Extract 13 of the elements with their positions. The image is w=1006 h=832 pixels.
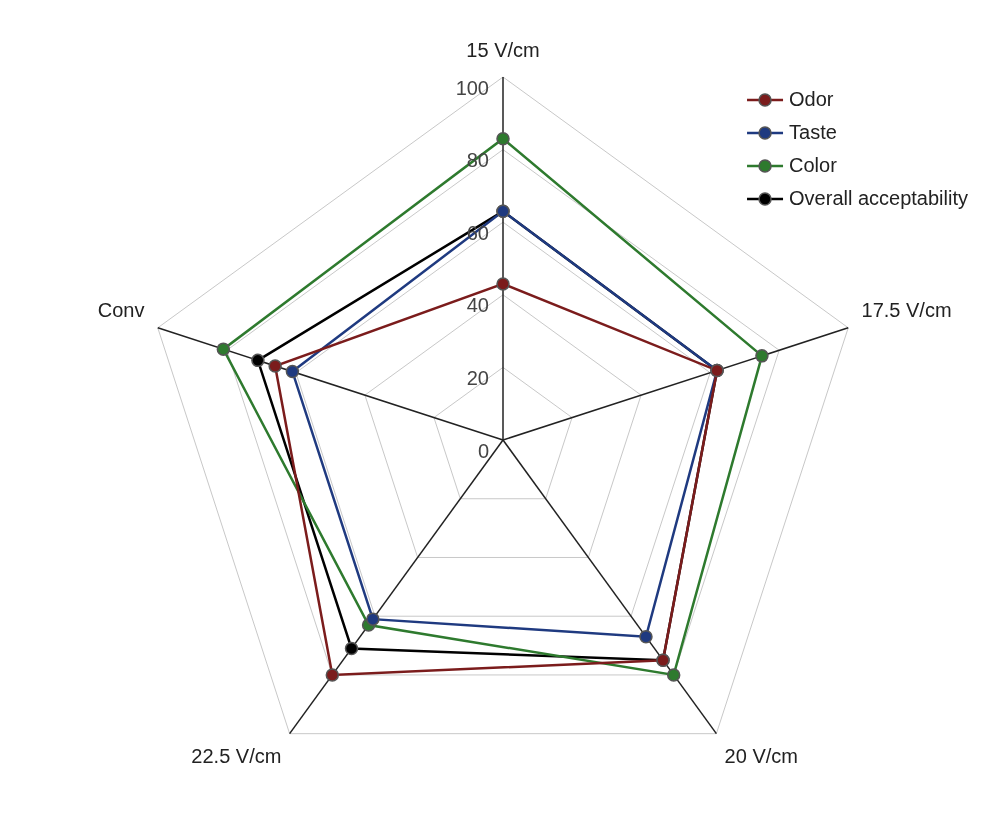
y-tick-label: 20 <box>466 366 489 389</box>
spoke-label: Conv <box>97 299 145 322</box>
spoke-label: 17.5 V/cm <box>861 299 952 322</box>
y-tick-label: 40 <box>466 294 489 317</box>
legend-label: Color <box>789 153 838 176</box>
legend-label: Odor <box>789 87 834 110</box>
y-tick-label: 0 <box>477 439 489 462</box>
spoke-label: 15 V/cm <box>466 38 540 61</box>
legend-label: Overall acceptability <box>789 186 968 209</box>
spoke-label: 20 V/cm <box>724 744 798 767</box>
y-tick-label: 100 <box>455 76 489 99</box>
legend-label: Taste <box>789 120 837 143</box>
spoke-label: 22.5 V/cm <box>191 744 282 767</box>
